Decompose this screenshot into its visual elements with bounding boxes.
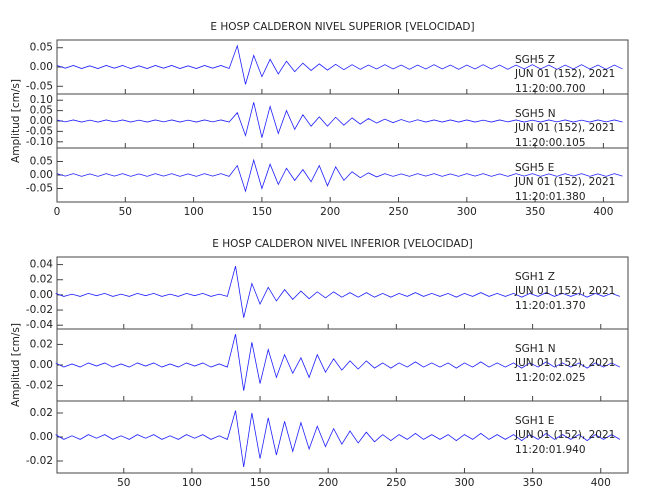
waveform [55,265,620,318]
y-tick-label: 0.00 [30,61,53,73]
x-tick-label: 50 [119,206,132,218]
x-tick-label: 250 [388,206,408,218]
y-tick-label: -0.02 [26,304,53,316]
trace-date: JUN 01 (152), 2021 [514,176,615,188]
y-tick-label: 0.05 [30,156,53,168]
x-tick-label: 50 [117,477,130,489]
trace-date: JUN 01 (152), 2021 [514,357,615,369]
trace-date: JUN 01 (152), 2021 [514,285,615,297]
x-tick-label: 350 [523,477,543,489]
y-tick-label: -0.05 [26,183,53,195]
waveform [56,102,623,138]
waveform [55,334,621,391]
x-tick-label: 150 [250,477,270,489]
trace-time: 11:20:01.940 [515,444,586,456]
y-tick-label: 0.00 [30,359,53,371]
trace-station: SGH1 E [515,415,554,427]
x-tick-label: 300 [457,206,477,218]
y-tick-label: -0.10 [26,136,53,148]
y-tick-label: 0.05 [30,42,53,54]
y-tick-label: 0.04 [30,259,54,271]
trace-station: SGH5 E [515,162,554,174]
trace-date: JUN 01 (152), 2021 [514,68,615,80]
trace-date: JUN 01 (152), 2021 [514,122,615,134]
trace-time: 11:20:01.370 [515,300,586,312]
y-tick-label: 0.02 [30,338,53,350]
x-tick-label: 250 [386,477,406,489]
y-tick-label: 0.02 [30,407,53,419]
waveform [56,44,623,85]
trace-time: 11:20:00.700 [515,83,586,95]
x-tick-label: 0 [54,206,61,218]
trace-station: SGH1 N [515,343,556,355]
waveform [56,158,623,193]
y-tick-label: -0.05 [26,125,53,137]
y-tick-label: 0.00 [30,115,53,127]
x-tick-label: 300 [454,477,474,489]
x-tick-label: 200 [318,477,338,489]
trace-time: 11:20:01.380 [515,191,586,203]
y-tick-label: 0.00 [30,169,53,181]
trace-station: SGH1 Z [515,271,555,283]
x-tick-label: 400 [591,477,611,489]
x-tick-label: 350 [525,206,545,218]
x-tick-label: 400 [593,206,613,218]
x-tick-label: 200 [320,206,340,218]
trace-station: SGH5 Z [515,54,555,66]
y-tick-label: 0.00 [30,431,53,443]
trace-date: JUN 01 (152), 2021 [514,429,615,441]
chart-title: E HOSP CALDERON NIVEL INFERIOR [VELOCIDA… [212,238,473,250]
waveform [55,410,621,468]
y-tick-label: -0.02 [26,380,53,392]
y-tick-label: 0.02 [30,274,53,286]
chart-title: E HOSP CALDERON NIVEL SUPERIOR [VELOCIDA… [210,21,474,33]
y-tick-label: 0.10 [30,94,53,106]
trace-time: 11:20:02.025 [515,372,586,384]
x-tick-label: 100 [182,477,202,489]
y-tick-label: -0.02 [26,455,53,467]
y-axis-label: Amplitud [cm/s] [10,79,22,163]
x-tick-label: 150 [252,206,272,218]
trace-time: 11:20:00.105 [515,137,586,149]
x-tick-label: 100 [184,206,204,218]
y-tick-label: 0.00 [30,289,53,301]
y-tick-label: -0.04 [26,319,53,331]
y-tick-label: -0.05 [26,80,53,92]
y-axis-label: Amplitud [cm/s] [10,323,22,407]
y-tick-label: 0.05 [30,105,53,117]
trace-station: SGH5 N [515,108,556,120]
